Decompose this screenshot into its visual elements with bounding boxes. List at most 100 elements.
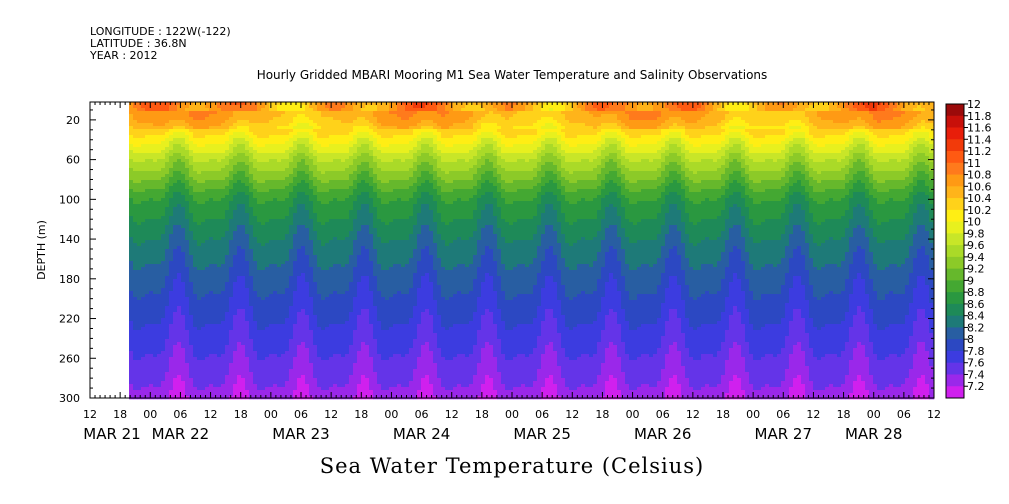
- heatmap-cell: [225, 192, 230, 196]
- heatmap-cell: [321, 294, 326, 298]
- heatmap-cell: [193, 213, 198, 217]
- heatmap-cell: [329, 135, 334, 139]
- heatmap-cell: [321, 357, 326, 361]
- heatmap-cell: [181, 297, 186, 301]
- heatmap-cell: [281, 258, 286, 262]
- heatmap-cell: [221, 342, 226, 346]
- heatmap-cell: [129, 165, 134, 169]
- heatmap-cell: [129, 153, 134, 157]
- heatmap-cell: [165, 102, 170, 106]
- heatmap-cell: [205, 111, 210, 115]
- heatmap-cell: [225, 321, 230, 325]
- heatmap-cell: [325, 279, 330, 283]
- heatmap-cell: [169, 294, 174, 298]
- heatmap-cell: [189, 387, 194, 391]
- heatmap-cell: [157, 279, 162, 283]
- heatmap-cell: [137, 174, 142, 178]
- heatmap-cell: [137, 300, 142, 304]
- heatmap-cell: [197, 378, 202, 382]
- heatmap-cell: [169, 312, 174, 316]
- heatmap-cell: [237, 342, 242, 346]
- heatmap-cell: [325, 138, 330, 142]
- heatmap-cell: [193, 348, 198, 352]
- heatmap-cell: [313, 150, 318, 154]
- heatmap-cell: [277, 264, 282, 268]
- heatmap-cell: [289, 159, 294, 163]
- heatmap-cell: [285, 231, 290, 235]
- heatmap-cell: [265, 366, 270, 370]
- heatmap-cell: [137, 132, 142, 136]
- heatmap-cell: [201, 222, 206, 226]
- heatmap-cell: [257, 252, 262, 256]
- heatmap-cell: [289, 318, 294, 322]
- heatmap-cell: [217, 156, 222, 160]
- heatmap-cell: [205, 171, 210, 175]
- heatmap-cell: [165, 384, 170, 388]
- heatmap-cell: [225, 273, 230, 277]
- heatmap-cell: [221, 318, 226, 322]
- heatmap-cell: [301, 360, 306, 364]
- heatmap-cell: [205, 390, 210, 394]
- heatmap-cell: [189, 243, 194, 247]
- heatmap-cell: [145, 354, 150, 358]
- heatmap-cell: [321, 339, 326, 343]
- heatmap-cell: [265, 108, 270, 112]
- heatmap-cell: [145, 108, 150, 112]
- heatmap-cell: [237, 177, 242, 181]
- heatmap-cell: [281, 369, 286, 373]
- heatmap-cell: [273, 315, 278, 319]
- heatmap-cell: [129, 351, 134, 355]
- heatmap-cell: [197, 393, 202, 397]
- heatmap-cell: [241, 156, 246, 160]
- heatmap-cell: [213, 279, 218, 283]
- heatmap-cell: [157, 246, 162, 250]
- heatmap-cell: [209, 213, 214, 217]
- heatmap-cell: [201, 120, 206, 124]
- heatmap-cell: [237, 216, 242, 220]
- heatmap-cell: [133, 351, 138, 355]
- heatmap-cell: [233, 126, 238, 130]
- heatmap-cell: [325, 363, 330, 367]
- heatmap-cell: [141, 315, 146, 319]
- heatmap-cell: [145, 345, 150, 349]
- heatmap-cell: [257, 102, 262, 106]
- heatmap-cell: [141, 249, 146, 253]
- heatmap-cell: [317, 390, 322, 394]
- heatmap-cell: [185, 360, 190, 364]
- heatmap-cell: [297, 288, 302, 292]
- heatmap-cell: [277, 204, 282, 208]
- heatmap-cell: [317, 150, 322, 154]
- heatmap-cell: [281, 111, 286, 115]
- heatmap-cell: [149, 261, 154, 265]
- heatmap-cell: [201, 288, 206, 292]
- heatmap-cell: [221, 237, 226, 241]
- heatmap-cell: [293, 357, 298, 361]
- heatmap-cell: [133, 123, 138, 127]
- heatmap-cell: [253, 162, 258, 166]
- heatmap-cell: [141, 120, 146, 124]
- heatmap-cell: [129, 258, 134, 262]
- heatmap-cell: [229, 159, 234, 163]
- heatmap-cell: [157, 156, 162, 160]
- heatmap-cell: [193, 378, 198, 382]
- heatmap-cell: [181, 117, 186, 121]
- heatmap-cell: [181, 168, 186, 172]
- heatmap-cell: [325, 180, 330, 184]
- heatmap-cell: [285, 165, 290, 169]
- heatmap-cell: [241, 291, 246, 295]
- heatmap-cell: [301, 144, 306, 148]
- heatmap-cell: [141, 333, 146, 337]
- heatmap-cell: [157, 285, 162, 289]
- heatmap-cell: [293, 123, 298, 127]
- heatmap-cell: [293, 315, 298, 319]
- heatmap-cell: [189, 351, 194, 355]
- heatmap-cell: [205, 168, 210, 172]
- heatmap-cell: [165, 300, 170, 304]
- heatmap-cell: [277, 276, 282, 280]
- heatmap-cell: [133, 132, 138, 136]
- heatmap-cell: [213, 168, 218, 172]
- heatmap-cell: [129, 195, 134, 199]
- heatmap-cell: [265, 114, 270, 118]
- heatmap-cell: [309, 261, 314, 265]
- heatmap-cell: [241, 132, 246, 136]
